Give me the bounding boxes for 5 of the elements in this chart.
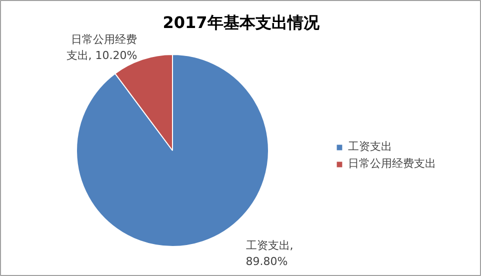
chart-title: 2017年基本支出情况 (162, 13, 320, 32)
legend-label: 日常公用经费支出 (348, 156, 436, 171)
data-label: 工资支出, 89.80% (246, 239, 294, 268)
data-label: 日常公用经费支出, 10.20% (66, 33, 138, 62)
legend-label: 工资支出 (348, 139, 392, 154)
